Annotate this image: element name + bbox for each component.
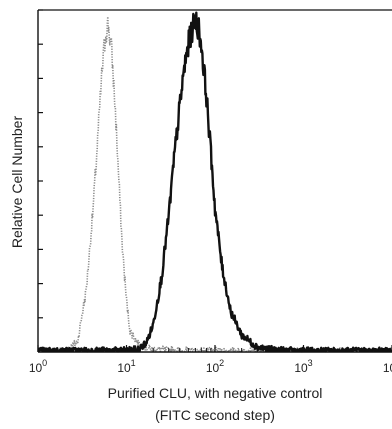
x-tick-label-0: 100 bbox=[29, 358, 47, 375]
series-layer bbox=[37, 11, 392, 353]
series-2-line bbox=[37, 11, 392, 353]
ticks-layer: 100 101 102 103 104 bbox=[29, 9, 392, 375]
x-axis-title: Purified CLU, with negative control bbox=[108, 385, 323, 401]
x-tick-label-4: 104 bbox=[383, 358, 392, 375]
x-tick-label-2: 102 bbox=[206, 358, 224, 375]
x-axis-title-line2: (FITC second step) bbox=[155, 407, 275, 423]
series-1-line bbox=[37, 15, 392, 353]
labels-layer: Relative Cell Number Purified CLU, with … bbox=[9, 116, 322, 423]
y-axis-title: Relative Cell Number bbox=[9, 116, 25, 249]
x-tick-label-1: 101 bbox=[117, 358, 135, 375]
x-tick-label-3: 103 bbox=[294, 358, 312, 375]
